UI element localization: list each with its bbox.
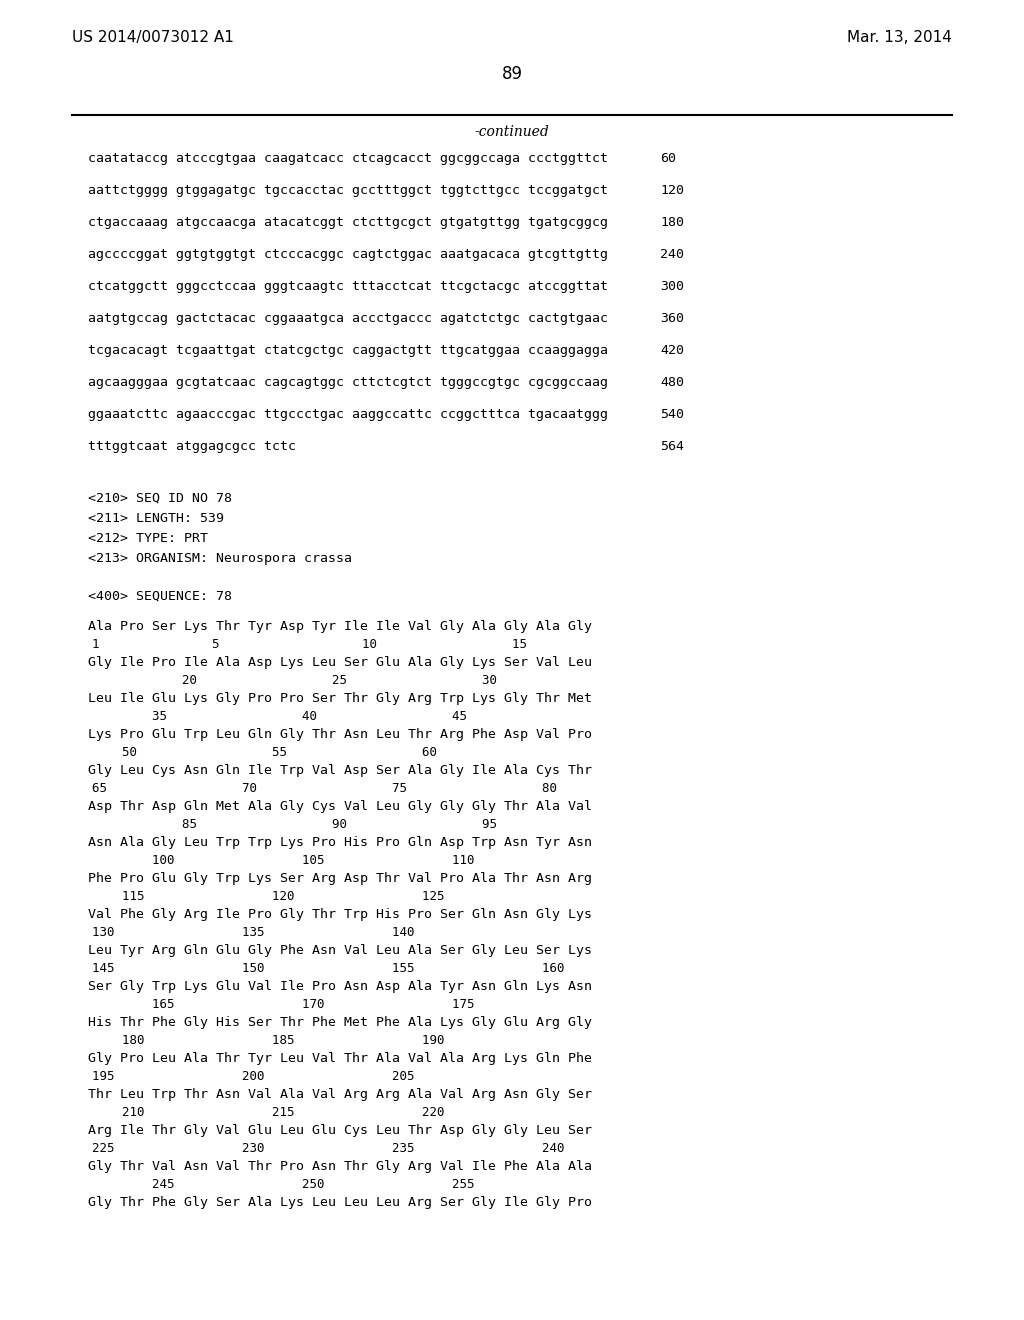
- Text: Lys Pro Glu Trp Leu Gln Gly Thr Asn Leu Thr Arg Phe Asp Val Pro: Lys Pro Glu Trp Leu Gln Gly Thr Asn Leu …: [88, 729, 592, 741]
- Text: 65                  70                  75                  80: 65 70 75 80: [92, 781, 557, 795]
- Text: 180                 185                 190: 180 185 190: [92, 1034, 444, 1047]
- Text: 115                 120                 125: 115 120 125: [92, 890, 444, 903]
- Text: 85                  90                  95: 85 90 95: [92, 818, 497, 832]
- Text: tttggtcaat atggagcgcc tctc: tttggtcaat atggagcgcc tctc: [88, 440, 296, 453]
- Text: 60: 60: [660, 152, 676, 165]
- Text: 564: 564: [660, 440, 684, 453]
- Text: 225                 230                 235                 240: 225 230 235 240: [92, 1142, 564, 1155]
- Text: 540: 540: [660, 408, 684, 421]
- Text: 360: 360: [660, 312, 684, 325]
- Text: 1               5                   10                  15: 1 5 10 15: [92, 638, 527, 651]
- Text: 180: 180: [660, 216, 684, 228]
- Text: 20                  25                  30: 20 25 30: [92, 675, 497, 686]
- Text: 245                 250                 255: 245 250 255: [92, 1177, 474, 1191]
- Text: tcgacacagt tcgaattgat ctatcgctgc caggactgtt ttgcatggaa ccaaggagga: tcgacacagt tcgaattgat ctatcgctgc caggact…: [88, 345, 608, 356]
- Text: Arg Ile Thr Gly Val Glu Leu Glu Cys Leu Thr Asp Gly Gly Leu Ser: Arg Ile Thr Gly Val Glu Leu Glu Cys Leu …: [88, 1125, 592, 1137]
- Text: 420: 420: [660, 345, 684, 356]
- Text: <212> TYPE: PRT: <212> TYPE: PRT: [88, 532, 208, 545]
- Text: Leu Ile Glu Lys Gly Pro Pro Ser Thr Gly Arg Trp Lys Gly Thr Met: Leu Ile Glu Lys Gly Pro Pro Ser Thr Gly …: [88, 692, 592, 705]
- Text: Thr Leu Trp Thr Asn Val Ala Val Arg Arg Ala Val Arg Asn Gly Ser: Thr Leu Trp Thr Asn Val Ala Val Arg Arg …: [88, 1088, 592, 1101]
- Text: <210> SEQ ID NO 78: <210> SEQ ID NO 78: [88, 492, 232, 506]
- Text: Gly Thr Val Asn Val Thr Pro Asn Thr Gly Arg Val Ile Phe Ala Ala: Gly Thr Val Asn Val Thr Pro Asn Thr Gly …: [88, 1160, 592, 1173]
- Text: Ser Gly Trp Lys Glu Val Ile Pro Asn Asp Ala Tyr Asn Gln Lys Asn: Ser Gly Trp Lys Glu Val Ile Pro Asn Asp …: [88, 979, 592, 993]
- Text: Phe Pro Glu Gly Trp Lys Ser Arg Asp Thr Val Pro Ala Thr Asn Arg: Phe Pro Glu Gly Trp Lys Ser Arg Asp Thr …: [88, 873, 592, 884]
- Text: Gly Thr Phe Gly Ser Ala Lys Leu Leu Leu Arg Ser Gly Ile Gly Pro: Gly Thr Phe Gly Ser Ala Lys Leu Leu Leu …: [88, 1196, 592, 1209]
- Text: <400> SEQUENCE: 78: <400> SEQUENCE: 78: [88, 590, 232, 603]
- Text: 120: 120: [660, 183, 684, 197]
- Text: Mar. 13, 2014: Mar. 13, 2014: [847, 30, 952, 45]
- Text: 89: 89: [502, 65, 522, 83]
- Text: agccccggat ggtgtggtgt ctcccacggc cagtctggac aaatgacaca gtcgttgttg: agccccggat ggtgtggtgt ctcccacggc cagtctg…: [88, 248, 608, 261]
- Text: Asn Ala Gly Leu Trp Trp Lys Pro His Pro Gln Asp Trp Asn Tyr Asn: Asn Ala Gly Leu Trp Trp Lys Pro His Pro …: [88, 836, 592, 849]
- Text: 50                  55                  60: 50 55 60: [92, 746, 437, 759]
- Text: 100                 105                 110: 100 105 110: [92, 854, 474, 867]
- Text: agcaagggaa gcgtatcaac cagcagtggc cttctcgtct tgggccgtgc cgcggccaag: agcaagggaa gcgtatcaac cagcagtggc cttctcg…: [88, 376, 608, 389]
- Text: His Thr Phe Gly His Ser Thr Phe Met Phe Ala Lys Gly Glu Arg Gly: His Thr Phe Gly His Ser Thr Phe Met Phe …: [88, 1016, 592, 1030]
- Text: 300: 300: [660, 280, 684, 293]
- Text: ggaaatcttc agaacccgac ttgccctgac aaggccattc ccggctttca tgacaatggg: ggaaatcttc agaacccgac ttgccctgac aaggcca…: [88, 408, 608, 421]
- Text: 210                 215                 220: 210 215 220: [92, 1106, 444, 1119]
- Text: Gly Ile Pro Ile Ala Asp Lys Leu Ser Glu Ala Gly Lys Ser Val Leu: Gly Ile Pro Ile Ala Asp Lys Leu Ser Glu …: [88, 656, 592, 669]
- Text: ctcatggctt gggcctccaa gggtcaagtc tttacctcat ttcgctacgc atccggttat: ctcatggctt gggcctccaa gggtcaagtc tttacct…: [88, 280, 608, 293]
- Text: US 2014/0073012 A1: US 2014/0073012 A1: [72, 30, 233, 45]
- Text: aatgtgccag gactctacac cggaaatgca accctgaccc agatctctgc cactgtgaac: aatgtgccag gactctacac cggaaatgca accctga…: [88, 312, 608, 325]
- Text: Gly Pro Leu Ala Thr Tyr Leu Val Thr Ala Val Ala Arg Lys Gln Phe: Gly Pro Leu Ala Thr Tyr Leu Val Thr Ala …: [88, 1052, 592, 1065]
- Text: 195                 200                 205: 195 200 205: [92, 1071, 415, 1082]
- Text: 240: 240: [660, 248, 684, 261]
- Text: 35                  40                  45: 35 40 45: [92, 710, 467, 723]
- Text: aattctgggg gtggagatgc tgccacctac gcctttggct tggtcttgcc tccggatgct: aattctgggg gtggagatgc tgccacctac gcctttg…: [88, 183, 608, 197]
- Text: Asp Thr Asp Gln Met Ala Gly Cys Val Leu Gly Gly Gly Thr Ala Val: Asp Thr Asp Gln Met Ala Gly Cys Val Leu …: [88, 800, 592, 813]
- Text: <213> ORGANISM: Neurospora crassa: <213> ORGANISM: Neurospora crassa: [88, 552, 352, 565]
- Text: 480: 480: [660, 376, 684, 389]
- Text: ctgaccaaag atgccaacga atacatcggt ctcttgcgct gtgatgttgg tgatgcggcg: ctgaccaaag atgccaacga atacatcggt ctcttgc…: [88, 216, 608, 228]
- Text: <211> LENGTH: 539: <211> LENGTH: 539: [88, 512, 224, 525]
- Text: 165                 170                 175: 165 170 175: [92, 998, 474, 1011]
- Text: Gly Leu Cys Asn Gln Ile Trp Val Asp Ser Ala Gly Ile Ala Cys Thr: Gly Leu Cys Asn Gln Ile Trp Val Asp Ser …: [88, 764, 592, 777]
- Text: 145                 150                 155                 160: 145 150 155 160: [92, 962, 564, 975]
- Text: caatataccg atcccgtgaa caagatcacc ctcagcacct ggcggccaga ccctggttct: caatataccg atcccgtgaa caagatcacc ctcagca…: [88, 152, 608, 165]
- Text: 130                 135                 140: 130 135 140: [92, 927, 415, 939]
- Text: Val Phe Gly Arg Ile Pro Gly Thr Trp His Pro Ser Gln Asn Gly Lys: Val Phe Gly Arg Ile Pro Gly Thr Trp His …: [88, 908, 592, 921]
- Text: Ala Pro Ser Lys Thr Tyr Asp Tyr Ile Ile Val Gly Ala Gly Ala Gly: Ala Pro Ser Lys Thr Tyr Asp Tyr Ile Ile …: [88, 620, 592, 634]
- Text: -continued: -continued: [475, 125, 549, 139]
- Text: Leu Tyr Arg Gln Glu Gly Phe Asn Val Leu Ala Ser Gly Leu Ser Lys: Leu Tyr Arg Gln Glu Gly Phe Asn Val Leu …: [88, 944, 592, 957]
